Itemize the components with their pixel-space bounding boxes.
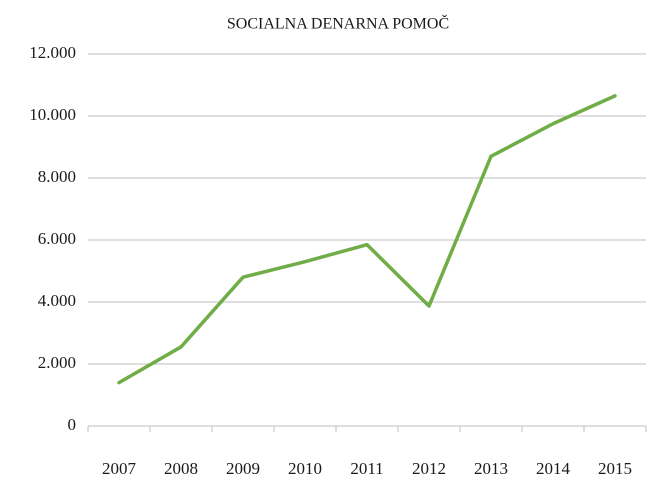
y-tick-label: 4.000 [38,291,76,310]
x-tick-label: 2008 [164,459,198,478]
x-tick-label: 2011 [350,459,383,478]
y-tick-label: 8.000 [38,167,76,186]
y-tick-label: 6.000 [38,229,76,248]
x-tick-label: 2009 [226,459,260,478]
chart-title: SOCIALNA DENARNA POMOČ [227,14,449,33]
x-tick-label: 2007 [102,459,137,478]
y-tick-label: 2.000 [38,353,76,372]
y-tick-label: 12.000 [29,43,76,62]
line-series [117,94,617,385]
x-tick-label: 2015 [598,459,632,478]
x-tick-label: 2012 [412,459,446,478]
y-tick-label: 0 [68,415,77,434]
y-tick-label: 10.000 [29,105,76,124]
x-tick-label: 2010 [288,459,322,478]
x-tick-label: 2013 [474,459,508,478]
x-tick-label: 2014 [536,459,571,478]
